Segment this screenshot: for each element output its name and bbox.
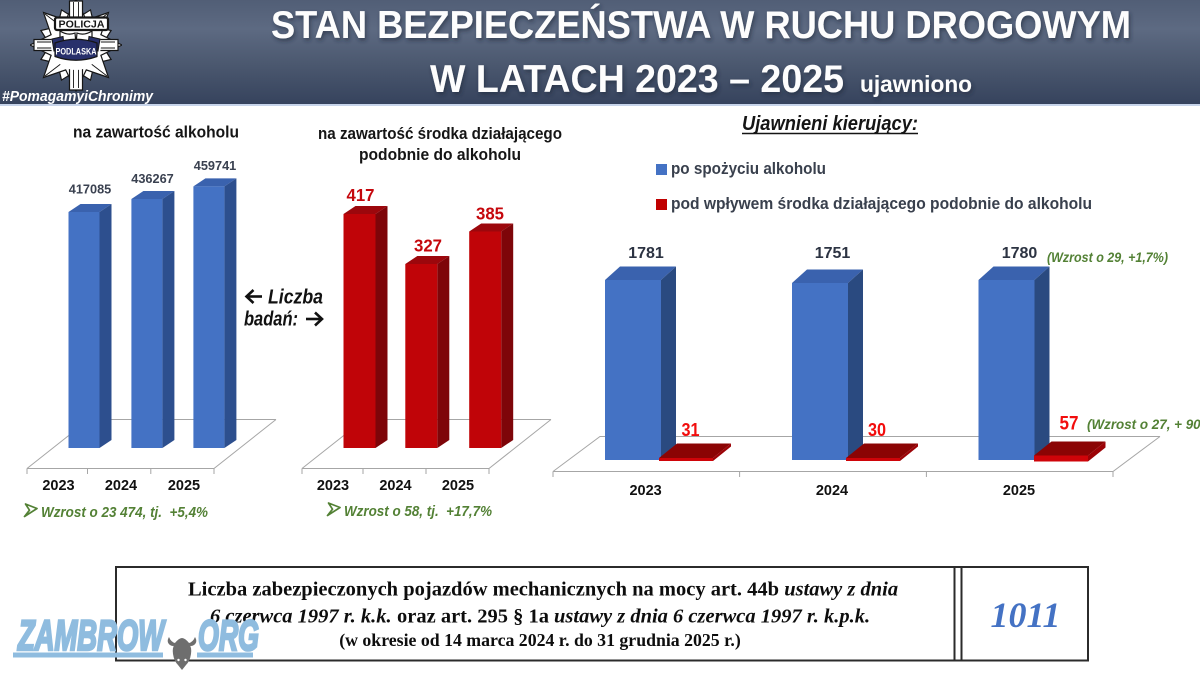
- svg-text:327: 327: [414, 236, 442, 256]
- svg-text:2024: 2024: [379, 478, 411, 494]
- svg-text:57: 57: [1060, 414, 1079, 435]
- svg-text:pod wpływem środka działająceg: pod wpływem środka działającego podobnie…: [671, 195, 1092, 213]
- svg-text:badań:: badań:: [244, 309, 298, 331]
- svg-text:1011: 1011: [990, 595, 1060, 635]
- svg-text:2025: 2025: [168, 478, 200, 494]
- svg-text:2023: 2023: [42, 478, 74, 494]
- svg-text:Wzrost o 23 474, tj. +5,4%: Wzrost o 23 474, tj. +5,4%: [41, 504, 208, 521]
- svg-text:(Wzrost o 29, +1,7%): (Wzrost o 29, +1,7%): [1047, 249, 1168, 265]
- svg-text:ustawy z dnia: ustawy z dnia: [784, 579, 898, 601]
- svg-text:2024: 2024: [816, 483, 848, 499]
- svg-text:Wzrost o 58, tj. +17,7%: Wzrost o 58, tj. +17,7%: [344, 503, 492, 520]
- svg-text:STAN BEZPIECZEŃSTWA W RUCHU DR: STAN BEZPIECZEŃSTWA W RUCHU DROGOWYM: [271, 3, 1131, 47]
- svg-text:417085: 417085: [69, 182, 112, 197]
- svg-text:W LATACH 2023 – 2025: W LATACH 2023 – 2025: [430, 58, 844, 101]
- svg-text:1780: 1780: [1002, 245, 1038, 262]
- svg-text:Ujawnieni kierujący:: Ujawnieni kierujący:: [742, 113, 918, 135]
- svg-text:31: 31: [682, 419, 700, 440]
- svg-text:podobnie do alkoholu: podobnie do alkoholu: [359, 145, 521, 164]
- svg-text:385: 385: [476, 204, 504, 224]
- svg-text:436267: 436267: [131, 171, 174, 186]
- svg-text:Liczba zabezpieczonych pojazdó: Liczba zabezpieczonych pojazdów mechanic…: [188, 579, 779, 601]
- svg-text:na zawartość alkoholu: na zawartość alkoholu: [73, 123, 239, 142]
- svg-text:30: 30: [868, 419, 886, 440]
- svg-text:#PomagamyiChronimy: #PomagamyiChronimy: [2, 89, 154, 105]
- svg-text:6 czerwca 1997 r. k.k.: 6 czerwca 1997 r. k.k.: [210, 606, 392, 628]
- svg-text:2024: 2024: [105, 478, 137, 494]
- svg-text:2025: 2025: [1003, 483, 1035, 499]
- svg-text:na zawartość środka działające: na zawartość środka działającego: [318, 124, 562, 143]
- svg-text:Liczba: Liczba: [268, 287, 323, 309]
- svg-text:(w okresie od 14 marca 2024 r.: (w okresie od 14 marca 2024 r. do 31 gru…: [339, 630, 741, 651]
- svg-text:2023: 2023: [317, 478, 349, 494]
- svg-text:2023: 2023: [629, 483, 661, 499]
- svg-text:2025: 2025: [442, 478, 474, 494]
- svg-text:oraz art. 295 § 1a: oraz art. 295 § 1a: [397, 606, 549, 628]
- svg-text:1751: 1751: [815, 245, 851, 262]
- svg-text:459741: 459741: [194, 158, 237, 173]
- svg-text:ujawniono: ujawniono: [860, 71, 972, 97]
- svg-text:po spożyciu alkoholu: po spożyciu alkoholu: [671, 160, 826, 178]
- svg-text:POLICJA: POLICJA: [59, 19, 105, 31]
- svg-text:ustawy z dnia 6 czerwca 1997 r: ustawy z dnia 6 czerwca 1997 r. k.p.k.: [554, 606, 870, 628]
- svg-text:1781: 1781: [628, 245, 664, 262]
- svg-text:417: 417: [347, 185, 375, 205]
- svg-text:PODLASKA: PODLASKA: [56, 47, 97, 57]
- svg-text:(Wzrost o 27, + 90%): (Wzrost o 27, + 90%): [1087, 416, 1200, 432]
